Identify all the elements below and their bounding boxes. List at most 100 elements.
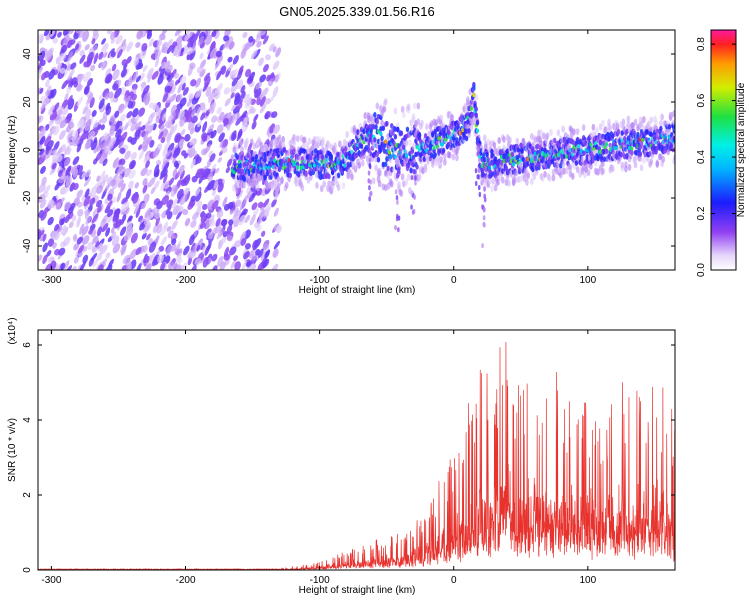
spectrogram-cell	[408, 139, 412, 147]
spectrogram-cell	[296, 165, 300, 170]
spectrogram-cell	[113, 157, 120, 169]
spectrogram-cell	[164, 141, 171, 151]
spectrogram-cell	[196, 200, 203, 208]
spectrogram-cell	[116, 45, 123, 54]
spectrogram-cell	[190, 79, 197, 87]
spectrogram-cell	[96, 199, 103, 208]
spectrogram-cell	[162, 41, 168, 49]
spectrogram-cell	[664, 137, 668, 143]
spectrogram-cell	[571, 172, 575, 180]
spectrogram-cell	[53, 141, 60, 152]
spectrogram-cell	[477, 185, 481, 191]
spectrogram-cell	[168, 177, 175, 186]
spectrogram-cell	[515, 137, 520, 145]
spectrogram-cell	[67, 147, 72, 156]
spectrogram-cell	[262, 258, 270, 268]
spectrogram-cell	[520, 148, 524, 154]
spectrogram-cell	[255, 32, 262, 43]
snr-y-multiplier: (x10⁴)	[7, 317, 18, 344]
spectrogram-cell	[120, 183, 126, 193]
spectrogram-cell	[595, 127, 599, 135]
spectrogram-cell	[57, 31, 62, 38]
spectrogram-cell	[250, 49, 258, 60]
spectrogram-cell	[508, 136, 512, 144]
spectrogram-cell	[175, 79, 179, 86]
spectrogram-cell	[252, 207, 259, 217]
spectrogram-cell	[142, 85, 150, 95]
spectrogram-cell	[217, 182, 224, 193]
spectrogram-cell	[413, 158, 416, 164]
spectrogram-cell	[264, 250, 270, 259]
spectrogram-cell	[233, 218, 241, 228]
spectrogram-cell	[93, 52, 99, 65]
spectrogram-cell	[181, 208, 189, 216]
spectrogram-cell	[178, 138, 185, 149]
spectrogram-cell	[54, 263, 63, 270]
spectrogram-cell	[116, 166, 122, 174]
spectrogram-cell	[384, 139, 388, 144]
spectrogram-cell	[203, 72, 211, 81]
spectrogram-cell	[86, 61, 92, 68]
spectrogram-cell	[659, 119, 663, 127]
spectrogram-cell	[583, 171, 587, 179]
spectrogram-cell	[550, 158, 554, 165]
spectrogram-cell	[474, 112, 478, 118]
spectrogram-cell	[294, 174, 299, 182]
spectrogram-cell	[47, 216, 54, 226]
spectrogram-cell	[196, 65, 204, 74]
spectrogram-cell	[98, 51, 104, 60]
spectrogram-cell	[142, 244, 148, 253]
spectrogram-cell	[619, 151, 623, 158]
spectrogram-cell	[596, 168, 600, 176]
spectrogram-cell	[100, 132, 108, 142]
spectrogram-cell	[220, 65, 227, 75]
spectrogram-cell	[138, 144, 143, 151]
figure-title: GN05.2025.339.01.56.R16	[279, 4, 434, 19]
spectrogram-cell	[196, 244, 201, 252]
spectrogram-cell	[88, 228, 94, 235]
spectrogram-cell	[38, 50, 46, 62]
spectrogram-cell	[172, 205, 180, 216]
spectrogram-cell	[130, 259, 137, 270]
spectrogram-cell	[66, 86, 72, 94]
spectrogram-cell	[384, 161, 388, 167]
spectrogram-cell	[73, 256, 79, 264]
spectrogram-cell	[397, 181, 401, 189]
spectrogram-cell	[40, 229, 45, 236]
spectrogram-cell	[161, 128, 169, 138]
colorbar-tick-label: 0.8	[696, 37, 707, 51]
spectrogram-cell	[400, 105, 405, 113]
spectrogram-cell	[483, 193, 486, 199]
spectrogram-cell	[251, 253, 258, 261]
spectrogram-cell	[237, 69, 243, 80]
spectrogram-cell	[105, 227, 111, 237]
spectrogram-cell	[381, 125, 386, 132]
spectrogram-cell	[322, 180, 326, 188]
spectrogram-cell	[227, 56, 233, 63]
spectrogram-cell	[399, 189, 404, 197]
spectrogram-cell	[59, 119, 67, 129]
spectrogram-cell	[240, 237, 247, 246]
spectrogram-cell	[417, 131, 422, 138]
spectrogram-cell	[96, 141, 102, 152]
spectrogram-cell	[387, 150, 391, 155]
spectrogram-cell	[40, 103, 46, 111]
spectrogram-cell	[211, 200, 219, 210]
spectrogram-cell	[195, 156, 202, 164]
spectrogram-cell	[638, 154, 643, 162]
spectrogram-cell	[304, 171, 308, 177]
spectrogram-cell	[91, 252, 98, 262]
spectrogram-cell	[248, 36, 254, 43]
spectrogram-cell	[264, 111, 271, 120]
spectrogram-cell	[144, 207, 152, 219]
y-tick-label: 20	[22, 96, 33, 108]
spectrogram-cell	[642, 116, 646, 124]
spectrogram-cell	[630, 149, 634, 156]
spectrogram-cell	[184, 134, 191, 142]
spectrogram-cell	[274, 73, 279, 83]
spectrogram-cell	[216, 231, 223, 240]
spectrogram-cell	[235, 116, 243, 126]
spectrogram-cell	[417, 173, 422, 181]
spectrogram-cell	[145, 160, 150, 169]
spectrogram-cell	[52, 37, 59, 44]
